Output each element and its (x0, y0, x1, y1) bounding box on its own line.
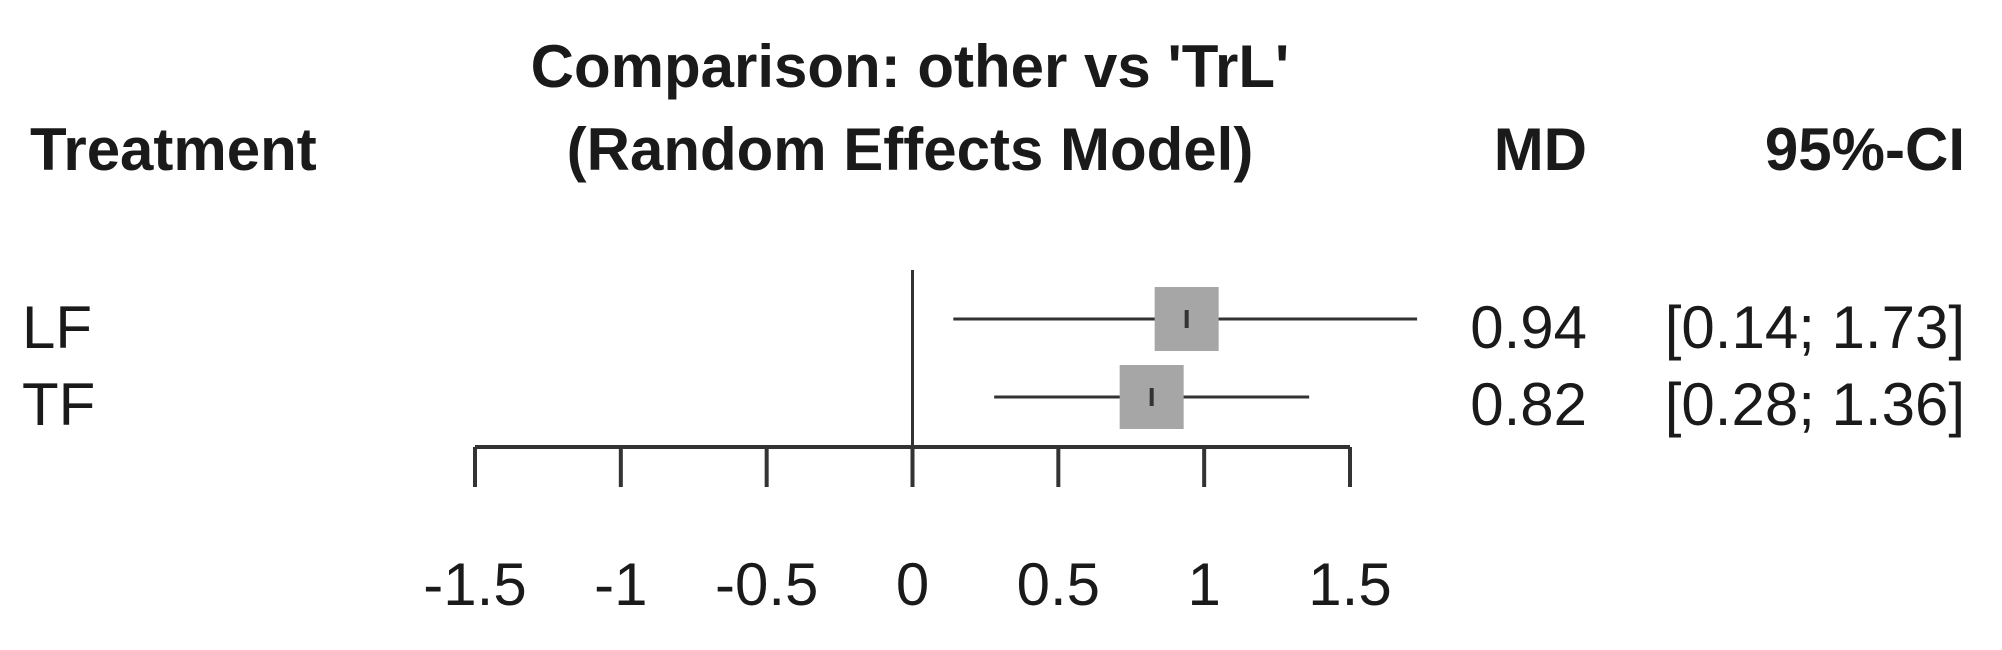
row-md-value: 0.94 (1470, 294, 1587, 361)
row-treatment-label: TF (22, 371, 95, 438)
header-title-line2: (Random Effects Model) (567, 116, 1254, 183)
header-treatment: Treatment (30, 116, 317, 183)
header-md: MD (1494, 116, 1587, 183)
row-md-value: 0.82 (1470, 371, 1587, 438)
row-treatment-label: LF (22, 294, 92, 361)
x-axis-tick-label: 1.5 (1308, 551, 1391, 618)
x-axis-tick-label: -1 (594, 551, 647, 618)
row-ci-value: [0.28; 1.36] (1665, 371, 1965, 438)
plot-area: -1.5 -1 -0.5 0 0.5 1 1.5 (423, 270, 1418, 618)
x-axis-tick-label: -1.5 (423, 551, 526, 618)
header-title-line1: Comparison: other vs 'TrL' (531, 33, 1290, 100)
x-axis-tick-label: 0.5 (1017, 551, 1100, 618)
x-axis-tick-label: -0.5 (715, 551, 818, 618)
x-axis-tick-label: 1 (1187, 551, 1220, 618)
row-ci-value: [0.14; 1.73] (1665, 294, 1965, 361)
header-ci: 95%-CI (1765, 116, 1965, 183)
x-axis-tick-label: 0 (896, 551, 929, 618)
